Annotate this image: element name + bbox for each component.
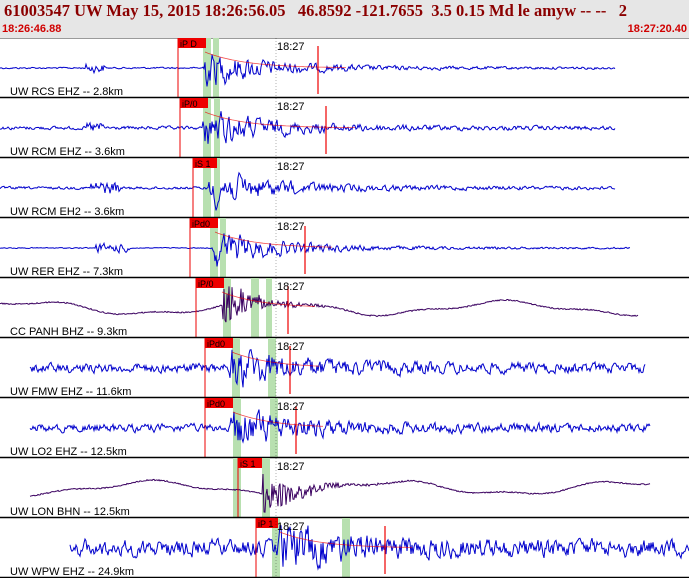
station-label: CC PANH BHZ -- 9.3km [10, 326, 127, 338]
coda-curve [204, 111, 355, 128]
pick-window [342, 518, 350, 578]
pick-label: iS 1 [240, 459, 256, 469]
station-label: UW RCS EHZ -- 2.8km [10, 86, 123, 98]
waveform-trace [0, 171, 616, 211]
trace-row: iPd0 18:27 UW LO2 EHZ -- 12.5km [0, 398, 689, 459]
pick-label-box [178, 38, 206, 48]
waveform-trace [0, 233, 631, 267]
waveform-trace [69, 524, 689, 571]
pick-label-box [190, 218, 218, 228]
pick-label: iS 1 [195, 159, 211, 169]
pick-label: iPd0 [207, 399, 225, 409]
time-marker-label: 18:27 [277, 461, 305, 473]
coda-curve [279, 531, 412, 548]
pick-label-box [256, 518, 278, 528]
pick-window [213, 38, 219, 98]
pick-window [233, 458, 241, 518]
coda-curve [214, 231, 332, 248]
waveform-trace [29, 473, 651, 513]
time-marker-label: 18:27 [277, 101, 305, 113]
time-marker-label: 18:27 [277, 161, 305, 173]
window-end-time: 18:27:20.40 [627, 23, 687, 35]
pick-window [262, 458, 270, 518]
coda-curve [232, 411, 324, 427]
pick-label-box [180, 98, 208, 108]
pick-label-box [205, 398, 233, 408]
pick-window [270, 398, 278, 458]
seismogram-panel: iP D 18:27 UW RCS EHZ -- 2.8km iP/0 18:27 UW … [0, 38, 689, 578]
trace-row: iP/0 18:27 CC PANH BHZ -- 9.3km [0, 278, 689, 339]
coda-curve [231, 351, 320, 367]
pick-label: iPd0 [207, 339, 225, 349]
waveform-trace [0, 111, 616, 144]
time-marker-label: 18:27 [277, 521, 305, 533]
pick-label-box [196, 278, 224, 288]
station-label: UW WPW EHZ -- 24.9km [10, 566, 134, 578]
event-title: 61003547 UW May 15, 2015 18:26:56.05 46.… [4, 1, 627, 20]
trace-row: iP 1 18:27 UW WPW EHZ -- 24.9km [0, 518, 689, 578]
trace-row: iP D 18:27 UW RCS EHZ -- 2.8km [0, 38, 689, 99]
coda-curve [204, 51, 346, 68]
pick-window [266, 278, 272, 338]
pick-label: iP/0 [182, 99, 198, 109]
station-label: UW LO2 EHZ -- 12.5km [10, 446, 127, 458]
trace-row: iS 1 18:27 UW LON BHN -- 12.5km [0, 458, 689, 519]
station-label: UW FMW EHZ -- 11.6km [10, 386, 131, 398]
pick-window [251, 278, 259, 338]
event-header: 61003547 UW May 15, 2015 18:26:56.05 46.… [0, 0, 689, 39]
trace-row: iP/0 18:27 UW RCM EHZ -- 3.6km [0, 98, 689, 159]
pick-window [214, 158, 220, 218]
waveform-trace [0, 286, 639, 323]
trace-row: iPd0 18:27 UW RER EHZ -- 7.3km [0, 218, 689, 279]
station-label: UW LON BHN -- 12.5km [10, 506, 130, 518]
pick-window [203, 38, 211, 98]
pick-label: iP D [180, 39, 197, 49]
pick-label-box [193, 158, 217, 168]
station-label: UW RER EHZ -- 7.3km [10, 266, 123, 278]
trace-row: iPd0 18:27 UW FMW EHZ -- 11.6km [0, 338, 689, 399]
pick-label-box [238, 458, 262, 468]
coda-curve [221, 291, 316, 307]
window-start-time: 18:26:46.88 [2, 23, 62, 35]
time-marker-label: 18:27 [277, 401, 305, 413]
time-marker-label: 18:27 [277, 221, 305, 233]
pick-window [223, 278, 231, 338]
pick-window [220, 218, 226, 278]
pick-label: iPd0 [192, 219, 210, 229]
time-marker-label: 18:27 [277, 341, 305, 353]
waveform-trace [29, 409, 651, 444]
pick-label: iP 1 [258, 519, 273, 529]
station-label: UW RCM EHZ -- 3.6km [10, 146, 125, 158]
waveform-trace [0, 54, 616, 87]
pick-window [268, 338, 276, 398]
station-label: UW RCM EH2 -- 3.6km [10, 206, 124, 218]
pick-label-box [205, 338, 233, 348]
time-marker-label: 18:27 [277, 41, 305, 53]
pick-window [210, 218, 218, 278]
trace-row: iS 1 18:27 UW RCM EH2 -- 3.6km [0, 158, 689, 219]
pick-label: iP/0 [198, 279, 214, 289]
time-marker-label: 18:27 [277, 281, 305, 293]
pick-window [232, 338, 240, 398]
waveform-trace [29, 349, 646, 388]
